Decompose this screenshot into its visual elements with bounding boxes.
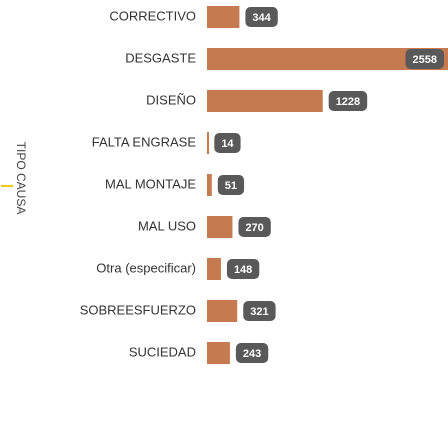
value-badge [217,175,245,195]
category-label: MAL MONTAJE [105,176,196,191]
bar [207,48,448,70]
value-label: 1228 [336,96,360,108]
highlight-indicator [1,185,13,187]
category-label: Otra (especificar) [96,260,196,275]
value-label: 321 [250,306,268,318]
category-label: FALTA ENGRASE [92,134,197,149]
bar [207,6,240,28]
category-label: SOBREESFUERZO [80,302,196,317]
bar [207,258,221,280]
bar [207,216,233,238]
value-label: 14 [221,138,234,150]
value-badge [405,49,444,69]
axis-title: TIPO CAUSA [14,142,28,215]
value-badge [226,259,260,279]
value-badge [328,91,368,111]
value-label: 51 [225,180,237,192]
category-label: DISEÑO [146,92,196,107]
category-label: CORRECTIVO [109,8,196,23]
value-badge [214,133,241,153]
bar [207,90,323,112]
bar [207,342,230,364]
bar [207,174,212,196]
bar [207,132,209,154]
value-badge [235,343,269,363]
value-label: 344 [252,12,271,24]
category-label: SUCIEDAD [129,344,196,359]
value-label: 270 [245,222,263,234]
bar [207,300,238,322]
value-label: 148 [234,264,252,276]
value-badge [238,217,271,237]
value-label: 2558 [413,54,437,66]
value-badge [243,301,276,321]
value-label: 243 [243,348,261,360]
value-badge [245,7,278,27]
category-label: MAL USO [138,218,196,233]
category-label: DESGASTE [125,50,196,65]
